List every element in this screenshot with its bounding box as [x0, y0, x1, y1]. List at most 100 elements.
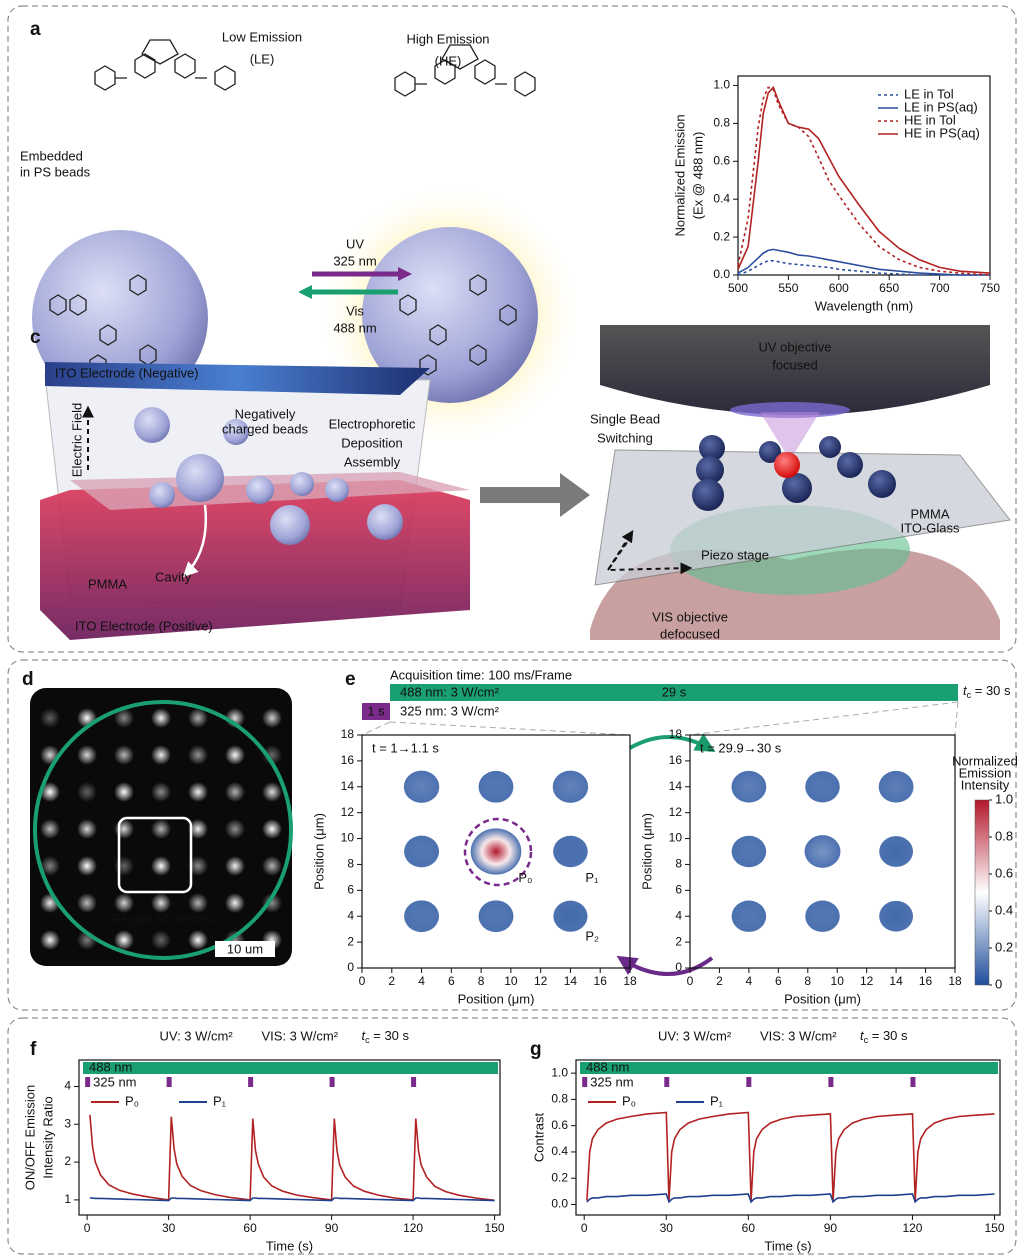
x-tick-label: 14 — [564, 974, 578, 988]
uv-objective — [600, 325, 990, 415]
x-tick-label: 60 — [742, 1221, 756, 1235]
spot — [114, 856, 134, 876]
spot — [151, 819, 171, 839]
colorbar-label: 0.2 — [995, 939, 1013, 954]
x-tick-label: 30 — [660, 1221, 674, 1235]
y-tick-label: 8 — [675, 857, 682, 871]
spot — [188, 782, 208, 802]
spot — [188, 745, 208, 765]
uv-pulse — [828, 1077, 834, 1087]
cycle-arrow — [629, 733, 716, 753]
x-tick-label: 14 — [889, 974, 903, 988]
series-line — [89, 1197, 495, 1202]
bar-488 — [580, 1062, 998, 1074]
legend-label: LE in Tol — [904, 86, 954, 101]
zoom-line — [689, 701, 959, 736]
spot — [262, 819, 282, 839]
beads — [134, 407, 403, 545]
spot — [879, 900, 914, 932]
top-electrode — [45, 362, 430, 395]
legend-label: P₁ — [213, 1093, 227, 1108]
y-tick-label: 0.8 — [551, 1092, 568, 1106]
legend-label: HE in PS(aq) — [904, 125, 980, 140]
point-label: P₁ — [585, 870, 599, 885]
y-axis-label: Contrast — [531, 1113, 546, 1163]
colorbar-title: Normalized — [952, 753, 1018, 768]
molecule — [49, 39, 536, 376]
label: Piezo stage — [701, 547, 769, 562]
x-tick-label: 2 — [388, 974, 395, 988]
y-tick-label: 6 — [347, 883, 354, 897]
spot — [262, 782, 282, 802]
spot — [478, 770, 514, 803]
spot — [151, 856, 171, 876]
x-tick-label: 8 — [478, 974, 485, 988]
x-tick-label: 750 — [980, 281, 1000, 295]
series-line — [737, 248, 990, 276]
x-tick-label: 0 — [359, 974, 366, 988]
frame — [7, 1017, 1017, 1255]
label: 488 nm: 3 W/cm² — [400, 684, 500, 699]
spot — [225, 893, 245, 913]
label: (LE) — [250, 51, 275, 66]
uv-pulse — [329, 1077, 335, 1087]
spot — [40, 782, 60, 802]
colorbar-title: Intensity — [961, 777, 1010, 792]
label: VIS objective — [652, 609, 728, 624]
label: focused — [772, 357, 818, 372]
spot — [225, 745, 245, 765]
x-tick-label: 150 — [485, 1221, 505, 1235]
y-axis-label: Position (μm) — [639, 813, 654, 890]
y-tick-label: 0.4 — [551, 1144, 568, 1158]
label: Vis — [346, 303, 364, 318]
label: Negatively — [235, 406, 296, 421]
header-vis: VIS: 3 W/cm² — [760, 1028, 837, 1043]
y-tick-label: 12 — [341, 805, 355, 819]
frame — [7, 659, 1017, 1011]
point-label: P₂ — [585, 928, 599, 943]
x-tick-label: 90 — [325, 1221, 339, 1235]
label: defocused — [660, 626, 720, 641]
scale-box — [215, 941, 275, 957]
x-tick-label: 30 — [162, 1221, 176, 1235]
uv-pulse — [85, 1077, 91, 1087]
spot — [77, 856, 97, 876]
label: ITO Electrode (Negative) — [55, 365, 199, 380]
spot — [804, 835, 841, 868]
legend-label: P₁ — [710, 1093, 724, 1108]
zoom-line — [361, 721, 631, 736]
bottom-electrode — [40, 480, 470, 640]
label: ITO-Glass — [901, 520, 960, 535]
x-tick-label: 8 — [804, 974, 811, 988]
header-uv: UV: 3 W/cm² — [658, 1028, 732, 1043]
lens — [730, 402, 850, 418]
deposit-arrow — [182, 504, 207, 578]
x-tick-label: 600 — [829, 281, 849, 295]
header-vis: VIS: 3 W/cm² — [262, 1028, 339, 1043]
time-label: t = 29.9→30 s — [700, 740, 782, 755]
legend-label: LE in PS(aq) — [904, 99, 978, 114]
roi-box — [117, 816, 193, 894]
label: PMMA — [88, 576, 127, 591]
x-tick-label: 150 — [985, 1221, 1005, 1235]
y-axis-label: Normalized Emission — [672, 114, 687, 236]
label: High Emission — [406, 31, 489, 46]
uv-pulse — [248, 1077, 254, 1087]
bar-488 — [83, 1062, 498, 1074]
y-tick-label: 12 — [669, 805, 683, 819]
x-tick-label: 4 — [418, 974, 425, 988]
colorbar-label: 1.0 — [995, 791, 1013, 806]
y-tick-label: 16 — [669, 753, 683, 767]
y-axis-label: Position (μm) — [311, 813, 326, 890]
label: Switching — [597, 430, 653, 445]
y-tick-label: 4 — [675, 908, 682, 922]
series-line — [586, 1193, 995, 1204]
spot — [151, 708, 171, 728]
spot — [470, 828, 522, 875]
y-tick-label: 0.6 — [551, 1118, 568, 1132]
x-tick-label: 16 — [919, 974, 933, 988]
spot — [77, 782, 97, 802]
uv-arrow-head — [398, 267, 412, 281]
spot — [225, 819, 245, 839]
